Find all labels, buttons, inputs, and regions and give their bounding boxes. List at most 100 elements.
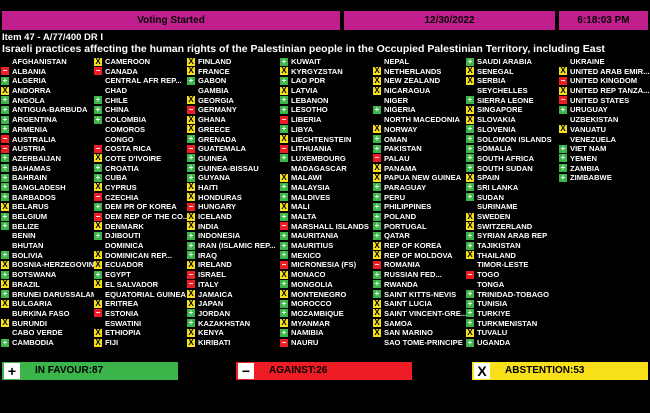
member-name: GUINEA xyxy=(198,153,228,163)
member-name: GUYANA xyxy=(198,173,231,183)
vote-icon: + xyxy=(1,75,9,85)
vote-icon: X xyxy=(466,250,474,260)
member-name: KIRIBATI xyxy=(198,338,231,347)
member-name: NAURU xyxy=(291,338,319,347)
member-name: SLOVAKIA xyxy=(477,115,516,125)
member-name: LAO PDR xyxy=(291,76,326,86)
member-name: AUSTRALIA xyxy=(12,134,56,144)
member-name: PORTUGAL xyxy=(384,221,427,231)
vote-icon: + xyxy=(466,192,474,202)
status: Voting Started xyxy=(2,11,340,30)
member-name: COSTA RICA xyxy=(105,144,152,154)
member-name: DOMINICA xyxy=(105,241,144,251)
vote-icon: + xyxy=(373,192,381,202)
member-name: BARBADOS xyxy=(12,192,56,202)
vote-icon: + xyxy=(466,134,474,144)
member-name: MONACO xyxy=(291,270,326,280)
vote-icon: + xyxy=(373,269,381,279)
vote-icon: − xyxy=(280,337,288,347)
vote-icon: + xyxy=(280,240,288,250)
vote-icon: + xyxy=(187,250,195,260)
member-name: CONGO xyxy=(105,134,134,144)
member-name: LEBANON xyxy=(291,95,329,105)
vote-icon: − xyxy=(94,192,102,202)
member-name: ANTIGUA-BARBUDA xyxy=(12,105,88,115)
vote-icon: + xyxy=(280,211,288,221)
vote-icon: X xyxy=(373,308,381,318)
vote-icon: + xyxy=(280,153,288,163)
vote-icon: − xyxy=(1,143,9,153)
member-name: DJIBOUTI xyxy=(105,231,141,241)
member-name: BOLIVIA xyxy=(12,250,43,260)
vote-icon: + xyxy=(280,124,288,134)
vote-icon: X xyxy=(1,85,9,95)
member-name: ISRAEL xyxy=(198,270,226,280)
member-name: UGANDA xyxy=(477,338,511,347)
member-name: CHINA xyxy=(105,105,130,115)
vote-icon: X xyxy=(94,182,102,192)
vote-icon: + xyxy=(1,95,9,105)
member-name: ARMENIA xyxy=(12,124,48,134)
member-name: SIERRA LEONE xyxy=(477,95,534,105)
vote-icon: X xyxy=(1,298,9,308)
vote-icon: + xyxy=(280,230,288,240)
member-name: VENEZUELA xyxy=(570,134,616,144)
vote-icon: + xyxy=(466,56,474,66)
vote-icon: + xyxy=(466,337,474,347)
member-name: BAHRAIN xyxy=(12,173,48,183)
vote-icon: + xyxy=(466,143,474,153)
vote-icon: − xyxy=(559,95,567,105)
vote-icon: − xyxy=(187,104,195,114)
member-name: GREECE xyxy=(198,124,231,134)
member-name: UKRAINE xyxy=(570,57,605,66)
member-name: SOUTH SUDAN xyxy=(477,163,533,173)
member-name: LITHUANIA xyxy=(291,144,332,154)
member-name: ZAMBIA xyxy=(570,163,600,173)
vote-icon: + xyxy=(1,114,9,124)
vote-icon: X xyxy=(559,85,567,95)
member-name: ANDORRA xyxy=(12,86,51,96)
vote-icon: − xyxy=(280,143,288,153)
member-name: ARGENTINA xyxy=(12,115,58,125)
member-name: PAPUA NEW GUINEA xyxy=(384,173,462,183)
vote-icon: + xyxy=(280,279,288,289)
vote-icon: − xyxy=(1,134,9,144)
vote-icon: − xyxy=(373,259,381,269)
member-name: BAHAMAS xyxy=(12,163,51,173)
vote-icon: X xyxy=(280,172,288,182)
vote-icon: X xyxy=(1,318,9,328)
total-label: AGAINST:26 xyxy=(269,365,328,376)
member-name: ESTONIA xyxy=(105,308,139,318)
member-name: HAITI xyxy=(198,182,218,192)
vote-icon: X xyxy=(466,75,474,85)
member-name: NEW ZEALAND xyxy=(384,76,441,86)
member-name: LIBYA xyxy=(291,124,314,134)
vote-icon: X xyxy=(373,75,381,85)
member-name: SINGAPORE xyxy=(477,105,523,115)
vote-icon: X xyxy=(187,192,195,202)
member-name: EQUATORIAL GUINEA xyxy=(105,289,187,299)
member-name: ETHIOPIA xyxy=(105,328,141,338)
vote-icon: + xyxy=(373,104,381,114)
vote-icon: + xyxy=(373,279,381,289)
vote-icon: X xyxy=(187,337,195,347)
member-name: CHILE xyxy=(105,95,128,105)
vote-icon: X xyxy=(187,56,195,66)
vote-icon: X xyxy=(373,318,381,328)
vote-icon: + xyxy=(466,240,474,250)
vote-icon: − xyxy=(280,259,288,269)
member-name: DEM PR OF KOREA xyxy=(105,202,177,212)
member-name: PALAU xyxy=(384,153,410,163)
vote-icon: X xyxy=(373,85,381,95)
member-name: IRAQ xyxy=(198,250,217,260)
member-name: BENIN xyxy=(12,231,36,241)
vote-icon: X xyxy=(466,66,474,76)
vote-icon: X xyxy=(94,221,102,231)
total-box: − AGAINST:26 xyxy=(236,362,412,380)
member-name: ZIMBABWE xyxy=(570,173,612,183)
member-name: RWANDA xyxy=(384,279,419,289)
vote-icon: − xyxy=(94,308,102,318)
vote-icon: X xyxy=(94,259,102,269)
member-name: KENYA xyxy=(198,328,224,338)
vote-icon: X xyxy=(373,240,381,250)
